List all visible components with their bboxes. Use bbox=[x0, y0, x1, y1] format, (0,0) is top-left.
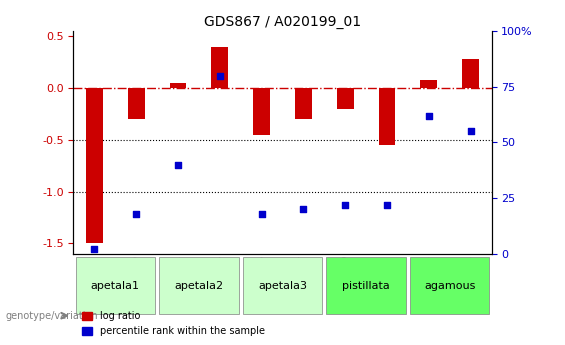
Point bbox=[215, 73, 224, 78]
Bar bbox=[379, 88, 395, 145]
Point bbox=[383, 202, 392, 208]
Text: agamous: agamous bbox=[424, 280, 475, 290]
Point bbox=[466, 128, 475, 134]
FancyBboxPatch shape bbox=[327, 257, 406, 314]
FancyBboxPatch shape bbox=[76, 257, 155, 314]
Point bbox=[132, 211, 141, 216]
Bar bbox=[86, 88, 103, 244]
Text: genotype/variation: genotype/variation bbox=[6, 311, 98, 321]
Point bbox=[341, 202, 350, 208]
Title: GDS867 / A020199_01: GDS867 / A020199_01 bbox=[204, 14, 361, 29]
FancyBboxPatch shape bbox=[243, 257, 322, 314]
Point bbox=[257, 211, 266, 216]
Text: apetala1: apetala1 bbox=[91, 280, 140, 290]
Point bbox=[90, 247, 99, 252]
FancyBboxPatch shape bbox=[159, 257, 238, 314]
FancyBboxPatch shape bbox=[410, 257, 489, 314]
Text: apetala2: apetala2 bbox=[175, 280, 223, 290]
Legend: log ratio, percentile rank within the sample: log ratio, percentile rank within the sa… bbox=[79, 307, 268, 340]
Bar bbox=[462, 59, 479, 88]
Point bbox=[424, 113, 433, 118]
Bar bbox=[128, 88, 145, 119]
Bar bbox=[420, 80, 437, 88]
Bar bbox=[211, 47, 228, 88]
Bar bbox=[337, 88, 354, 109]
Point bbox=[299, 206, 308, 212]
Point bbox=[173, 162, 182, 167]
Bar bbox=[295, 88, 312, 119]
Text: pistillata: pistillata bbox=[342, 280, 390, 290]
Bar bbox=[170, 83, 186, 88]
Bar bbox=[253, 88, 270, 135]
Text: apetala3: apetala3 bbox=[258, 280, 307, 290]
